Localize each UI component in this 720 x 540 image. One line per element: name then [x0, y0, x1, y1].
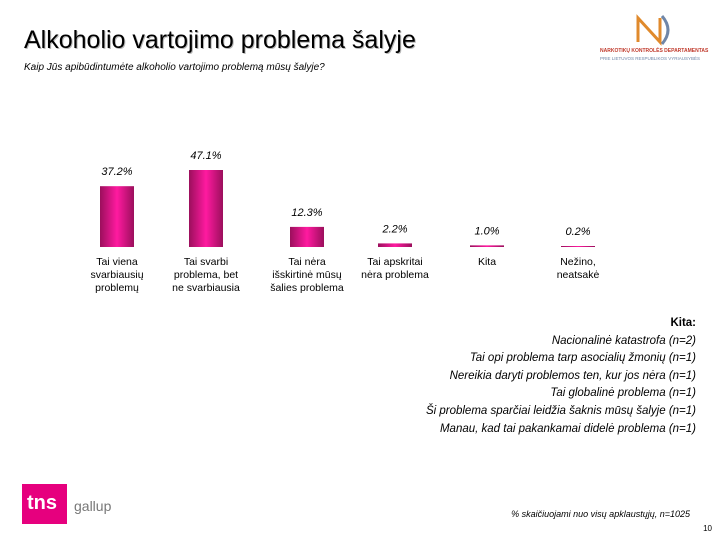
page-number: 10: [703, 524, 712, 533]
department-subname: PRIE LIETUVOS RESPUBLIKOS VYRIAUSYBĖS: [600, 56, 701, 61]
bar: [290, 226, 324, 247]
other-item: Tai globalinė problema (n=1): [550, 387, 696, 400]
bar: [470, 245, 504, 247]
page-title: Alkoholio vartojimo problema šalyje: [24, 26, 416, 54]
category-label-line: Tai nėra: [288, 256, 326, 268]
tns-text: tns: [27, 492, 57, 514]
category-label-line: Tai viena: [96, 256, 138, 268]
category-label: Kita: [478, 256, 496, 268]
category-label-line: ne svarbiausia: [172, 282, 240, 294]
department-logo: NARKOTIKŲ KONTROLĖS DEPARTAMENTAS PRIE L…: [600, 12, 709, 70]
base-footnote: % skaičiuojami nuo visų apklaustųjų, n=1…: [511, 509, 690, 519]
category-label-line: šalies problema: [270, 282, 344, 294]
category-label: Tai apskritai nėra problema: [361, 256, 429, 281]
category-label: Tai viena svarbiausių problemų: [90, 256, 143, 294]
department-name: NARKOTIKŲ KONTROLĖS DEPARTAMENTAS: [600, 48, 709, 54]
bar-value-label: 0.2%: [565, 226, 590, 238]
category-label-line: neatsakė: [557, 269, 600, 281]
other-item: Manau, kad tai pakankamai didelė problem…: [439, 422, 696, 435]
category-label: Tai nėra išskirtinė mūsų šalies problema: [270, 256, 344, 294]
bar-value-label: 37.2%: [101, 166, 132, 178]
bar: [561, 246, 595, 247]
category-label-line: Nežino,: [560, 256, 596, 268]
category-label-line: išskirtinė mūsų: [272, 269, 342, 281]
other-item: Tai opi problema tarp asocialių žmonių (…: [469, 352, 696, 365]
category-label-line: Kita: [478, 256, 496, 268]
bar-value-label: 12.3%: [291, 207, 322, 219]
other-heading: Kita:: [670, 317, 696, 329]
category-label-line: problemų: [95, 282, 139, 294]
tns-gallup-logo: tns gallup: [22, 484, 112, 526]
other-item: Nacionalinė katastrofa (n=2): [551, 334, 696, 347]
category-label-line: Tai svarbi: [184, 256, 228, 268]
other-item: Ši problema sparčiai leidžia šaknis mūsų…: [425, 404, 696, 417]
bar-value-label: 47.1%: [190, 150, 221, 162]
bar-chart: 37.2% Tai viena svarbiausių problemų 47.1% Ta…: [90, 150, 600, 294]
category-label-line: problema, bet: [174, 269, 238, 281]
category-label: Tai svarbi problema, bet ne svarbiausia: [172, 256, 240, 294]
survey-question: Kaip Jūs apibūdintumėte alkoholio vartoj…: [24, 62, 325, 73]
gallup-text: gallup: [74, 498, 112, 514]
bar: [189, 170, 223, 247]
bar: [378, 243, 412, 247]
bar-value-label: 1.0%: [474, 225, 499, 237]
category-label-line: nėra problema: [361, 269, 429, 281]
other-answers: Kita: Nacionalinė katastrofa (n=2) Tai o…: [426, 315, 696, 438]
category-label-line: svarbiausių: [90, 269, 143, 281]
category-label-line: Tai apskritai: [367, 256, 422, 268]
nkd-monogram-icon: [636, 14, 670, 46]
category-label: Nežino, neatsakė: [557, 256, 600, 281]
tns-logo-box: tns: [22, 484, 67, 524]
other-item: Nereikia daryti problemos ten, kur jos n…: [449, 369, 696, 382]
bar: [100, 186, 134, 247]
bar-value-label: 2.2%: [381, 223, 407, 235]
